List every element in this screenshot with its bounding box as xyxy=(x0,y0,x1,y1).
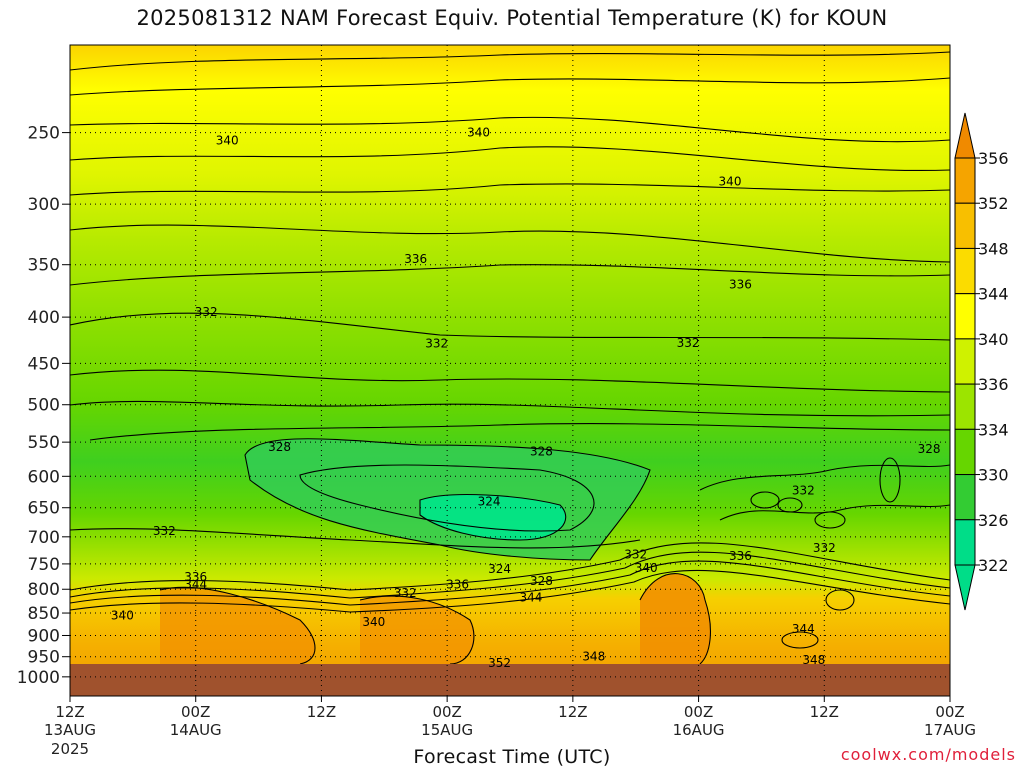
contour-label: 328 xyxy=(530,574,553,588)
x-tick-label: 12Z xyxy=(55,703,84,721)
contour-label: 344 xyxy=(792,622,815,636)
colorbar-swatch xyxy=(954,247,976,295)
contour-label: 332 xyxy=(624,547,647,561)
y-tick-label: 500 xyxy=(28,396,60,416)
y-tick-label: 900 xyxy=(28,626,60,646)
high-theta-region xyxy=(640,573,711,664)
y-tick-label: 800 xyxy=(28,580,60,600)
x-tick-label: 12Z xyxy=(307,703,336,721)
contour-label: 332 xyxy=(792,483,815,497)
contour-label: 332 xyxy=(425,337,448,351)
x-tick-date-label: 15AUG xyxy=(421,721,473,739)
x-tick-label: 00Z xyxy=(181,703,210,721)
x-tick-label: 12Z xyxy=(558,703,587,721)
colorbar-swatch xyxy=(954,474,976,521)
colorbar-bottom-arrow xyxy=(954,564,976,611)
colorbar-label: 322 xyxy=(978,556,1009,575)
colorbar-swatch xyxy=(954,383,976,430)
x-tick-label: 00Z xyxy=(684,703,713,721)
x-tick-date-label: 17AUG xyxy=(924,721,976,739)
colorbar-label: 352 xyxy=(978,194,1009,213)
contour-label: 336 xyxy=(446,577,469,591)
contour-label: 340 xyxy=(216,133,239,147)
contour-label: 348 xyxy=(582,650,605,664)
y-tick-label: 1000 xyxy=(17,668,60,688)
colorbar-swatch xyxy=(954,519,976,566)
contour-label: 332 xyxy=(677,336,700,350)
contour-label: 344 xyxy=(519,590,542,604)
colorbar-label: 340 xyxy=(978,330,1009,349)
contour-label: 332 xyxy=(153,524,176,538)
colorbar-swatch xyxy=(954,157,976,204)
contour-label: 340 xyxy=(719,174,742,188)
x-tick-label: 12Z xyxy=(810,703,839,721)
y-tick-label: 600 xyxy=(28,467,60,487)
y-tick-label: 550 xyxy=(28,433,60,453)
y-tick-label: 300 xyxy=(28,195,60,215)
chart-title: 2025081312 NAM Forecast Equiv. Potential… xyxy=(136,6,888,30)
x-tick-date-label: 13AUG xyxy=(44,721,96,739)
theta-field xyxy=(70,45,950,696)
x-tick-date-label: 14AUG xyxy=(170,721,222,739)
contour-label: 328 xyxy=(918,442,941,456)
y-tick-label: 450 xyxy=(28,354,60,374)
credit-link[interactable]: coolwx.com/models xyxy=(840,745,1016,764)
high-theta-region-2 xyxy=(160,587,315,664)
y-axis: 2503003504004505005506006507007508008509… xyxy=(17,124,70,688)
y-tick-label: 400 xyxy=(28,308,60,328)
contour-label: 352 xyxy=(488,656,511,670)
y-tick-label: 350 xyxy=(28,256,60,276)
contour-label: 340 xyxy=(467,126,490,140)
contour-label: 332 xyxy=(394,586,417,600)
colorbar-swatch xyxy=(954,202,976,249)
colorbar-label: 326 xyxy=(978,511,1009,530)
contour-label: 340 xyxy=(362,615,385,629)
plot-frame xyxy=(69,44,951,697)
contour-label: 336 xyxy=(184,570,207,584)
contour-label: 336 xyxy=(729,277,752,291)
contour-label: 324 xyxy=(488,562,511,576)
x-tick-label: 00Z xyxy=(935,703,964,721)
colorbar: 356 352 348 344 340 336 334 330 326 322 xyxy=(954,112,1009,611)
ground-below-surface xyxy=(70,664,950,696)
contour-label: 332 xyxy=(195,305,218,319)
colorbar-swatch xyxy=(954,338,976,385)
colorbar-swatch xyxy=(954,293,976,340)
contour-label: 332 xyxy=(813,541,836,555)
colorbar-label: 334 xyxy=(978,420,1009,439)
colorbar-label: 344 xyxy=(978,285,1009,304)
colorbar-label: 348 xyxy=(978,239,1009,258)
lowest-theta-region xyxy=(420,494,566,540)
y-tick-label: 750 xyxy=(28,555,60,575)
x-tick-year-label: 2025 xyxy=(51,740,89,758)
contour-label: 336 xyxy=(729,549,752,563)
contour-label: 340 xyxy=(111,608,134,622)
colorbar-label: 330 xyxy=(978,466,1009,485)
colorbar-swatch xyxy=(954,428,976,476)
x-axis-title: Forecast Time (UTC) xyxy=(413,746,611,768)
y-tick-label: 950 xyxy=(28,648,60,668)
contour-label: 328 xyxy=(268,440,291,454)
contour-label: 348 xyxy=(802,653,825,667)
y-tick-label: 650 xyxy=(28,499,60,519)
colorbar-top-arrow xyxy=(954,112,976,159)
y-tick-label: 250 xyxy=(28,124,60,144)
contour-label: 336 xyxy=(404,252,427,266)
colorbar-label: 336 xyxy=(978,375,1009,394)
contour-label: 344 xyxy=(184,577,207,591)
contour-label: 324 xyxy=(478,495,501,509)
grid xyxy=(70,45,950,696)
colorbar-label: 356 xyxy=(978,149,1009,168)
y-tick-label: 850 xyxy=(28,604,60,624)
y-tick-label: 700 xyxy=(28,528,60,548)
contour-label: 340 xyxy=(635,561,658,575)
x-tick-date-label: 16AUG xyxy=(673,721,725,739)
contour-label: 328 xyxy=(530,444,553,458)
x-tick-label: 00Z xyxy=(432,703,461,721)
